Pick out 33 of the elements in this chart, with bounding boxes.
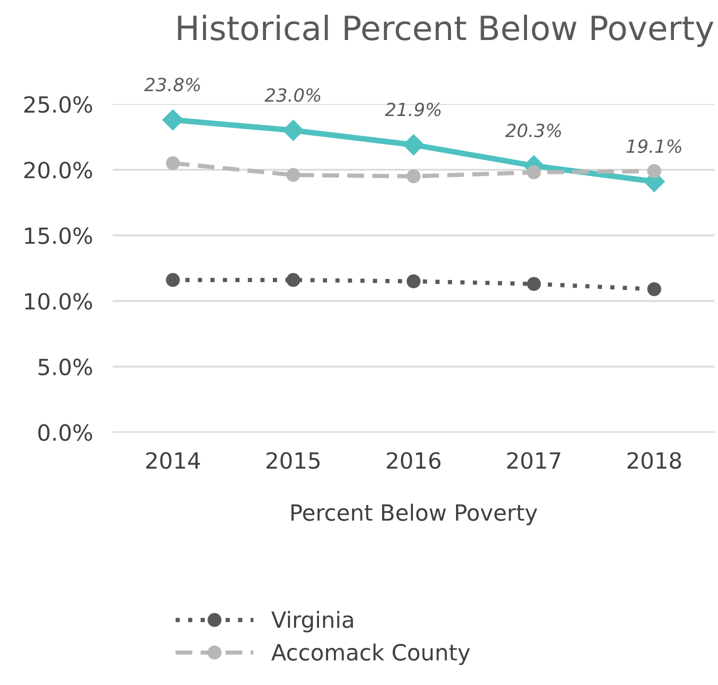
point xyxy=(286,273,300,287)
y-tick-label: 0.0% xyxy=(38,424,92,441)
x-tick-label: 2016 xyxy=(386,452,440,469)
x-tick-label: 2018 xyxy=(628,452,681,469)
x-tick-label: 2017 xyxy=(507,452,560,469)
x-tick-label: 2014 xyxy=(146,452,200,469)
data-label: 23.8% xyxy=(144,78,200,92)
legend-label: Accomack County xyxy=(271,643,470,665)
data-label: 19.1% xyxy=(626,139,682,154)
point xyxy=(286,168,300,182)
y-tick-label: 5.0% xyxy=(38,358,92,376)
point xyxy=(526,276,541,291)
x-tick-label: 2015 xyxy=(266,452,320,469)
y-tick-label: 15.0% xyxy=(25,227,92,244)
point xyxy=(406,169,421,184)
legend-label: Virginia xyxy=(271,610,353,632)
y-tick-label: 10.0% xyxy=(25,292,92,310)
point xyxy=(406,274,421,288)
chart-title: Historical Percent Below Poverty xyxy=(178,14,714,47)
y-tick-label: 20.0% xyxy=(24,162,92,178)
y-tick-label: 25.0% xyxy=(24,96,92,113)
point xyxy=(647,282,662,296)
point xyxy=(403,134,424,156)
x-axis-title: Percent Below Poverty xyxy=(291,504,538,526)
point xyxy=(647,164,662,178)
point xyxy=(162,109,184,130)
point xyxy=(166,273,180,287)
point xyxy=(526,165,541,180)
data-label: 23.0% xyxy=(264,88,320,102)
data-label: 20.3% xyxy=(505,124,561,138)
point xyxy=(282,120,304,141)
data-label: 21.9% xyxy=(384,102,441,116)
point xyxy=(166,156,180,170)
